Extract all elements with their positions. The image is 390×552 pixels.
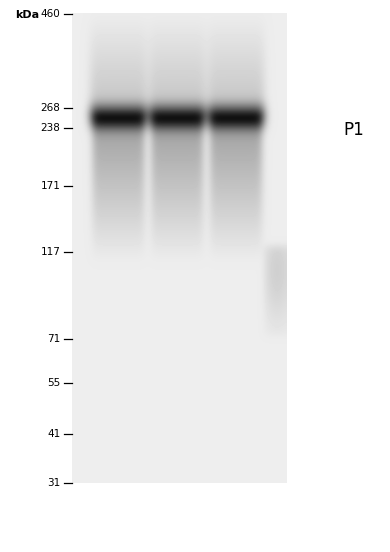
Text: 268: 268 [41, 103, 60, 113]
Text: 55: 55 [47, 378, 60, 388]
Text: 117: 117 [41, 247, 60, 257]
Text: 31: 31 [47, 478, 60, 488]
Text: 460: 460 [41, 9, 60, 19]
Text: 171: 171 [41, 181, 60, 191]
Text: 71: 71 [47, 334, 60, 344]
Text: P1: P1 [343, 121, 364, 139]
Text: 41: 41 [47, 429, 60, 439]
Text: kDa: kDa [15, 10, 39, 20]
Text: 238: 238 [41, 124, 60, 134]
